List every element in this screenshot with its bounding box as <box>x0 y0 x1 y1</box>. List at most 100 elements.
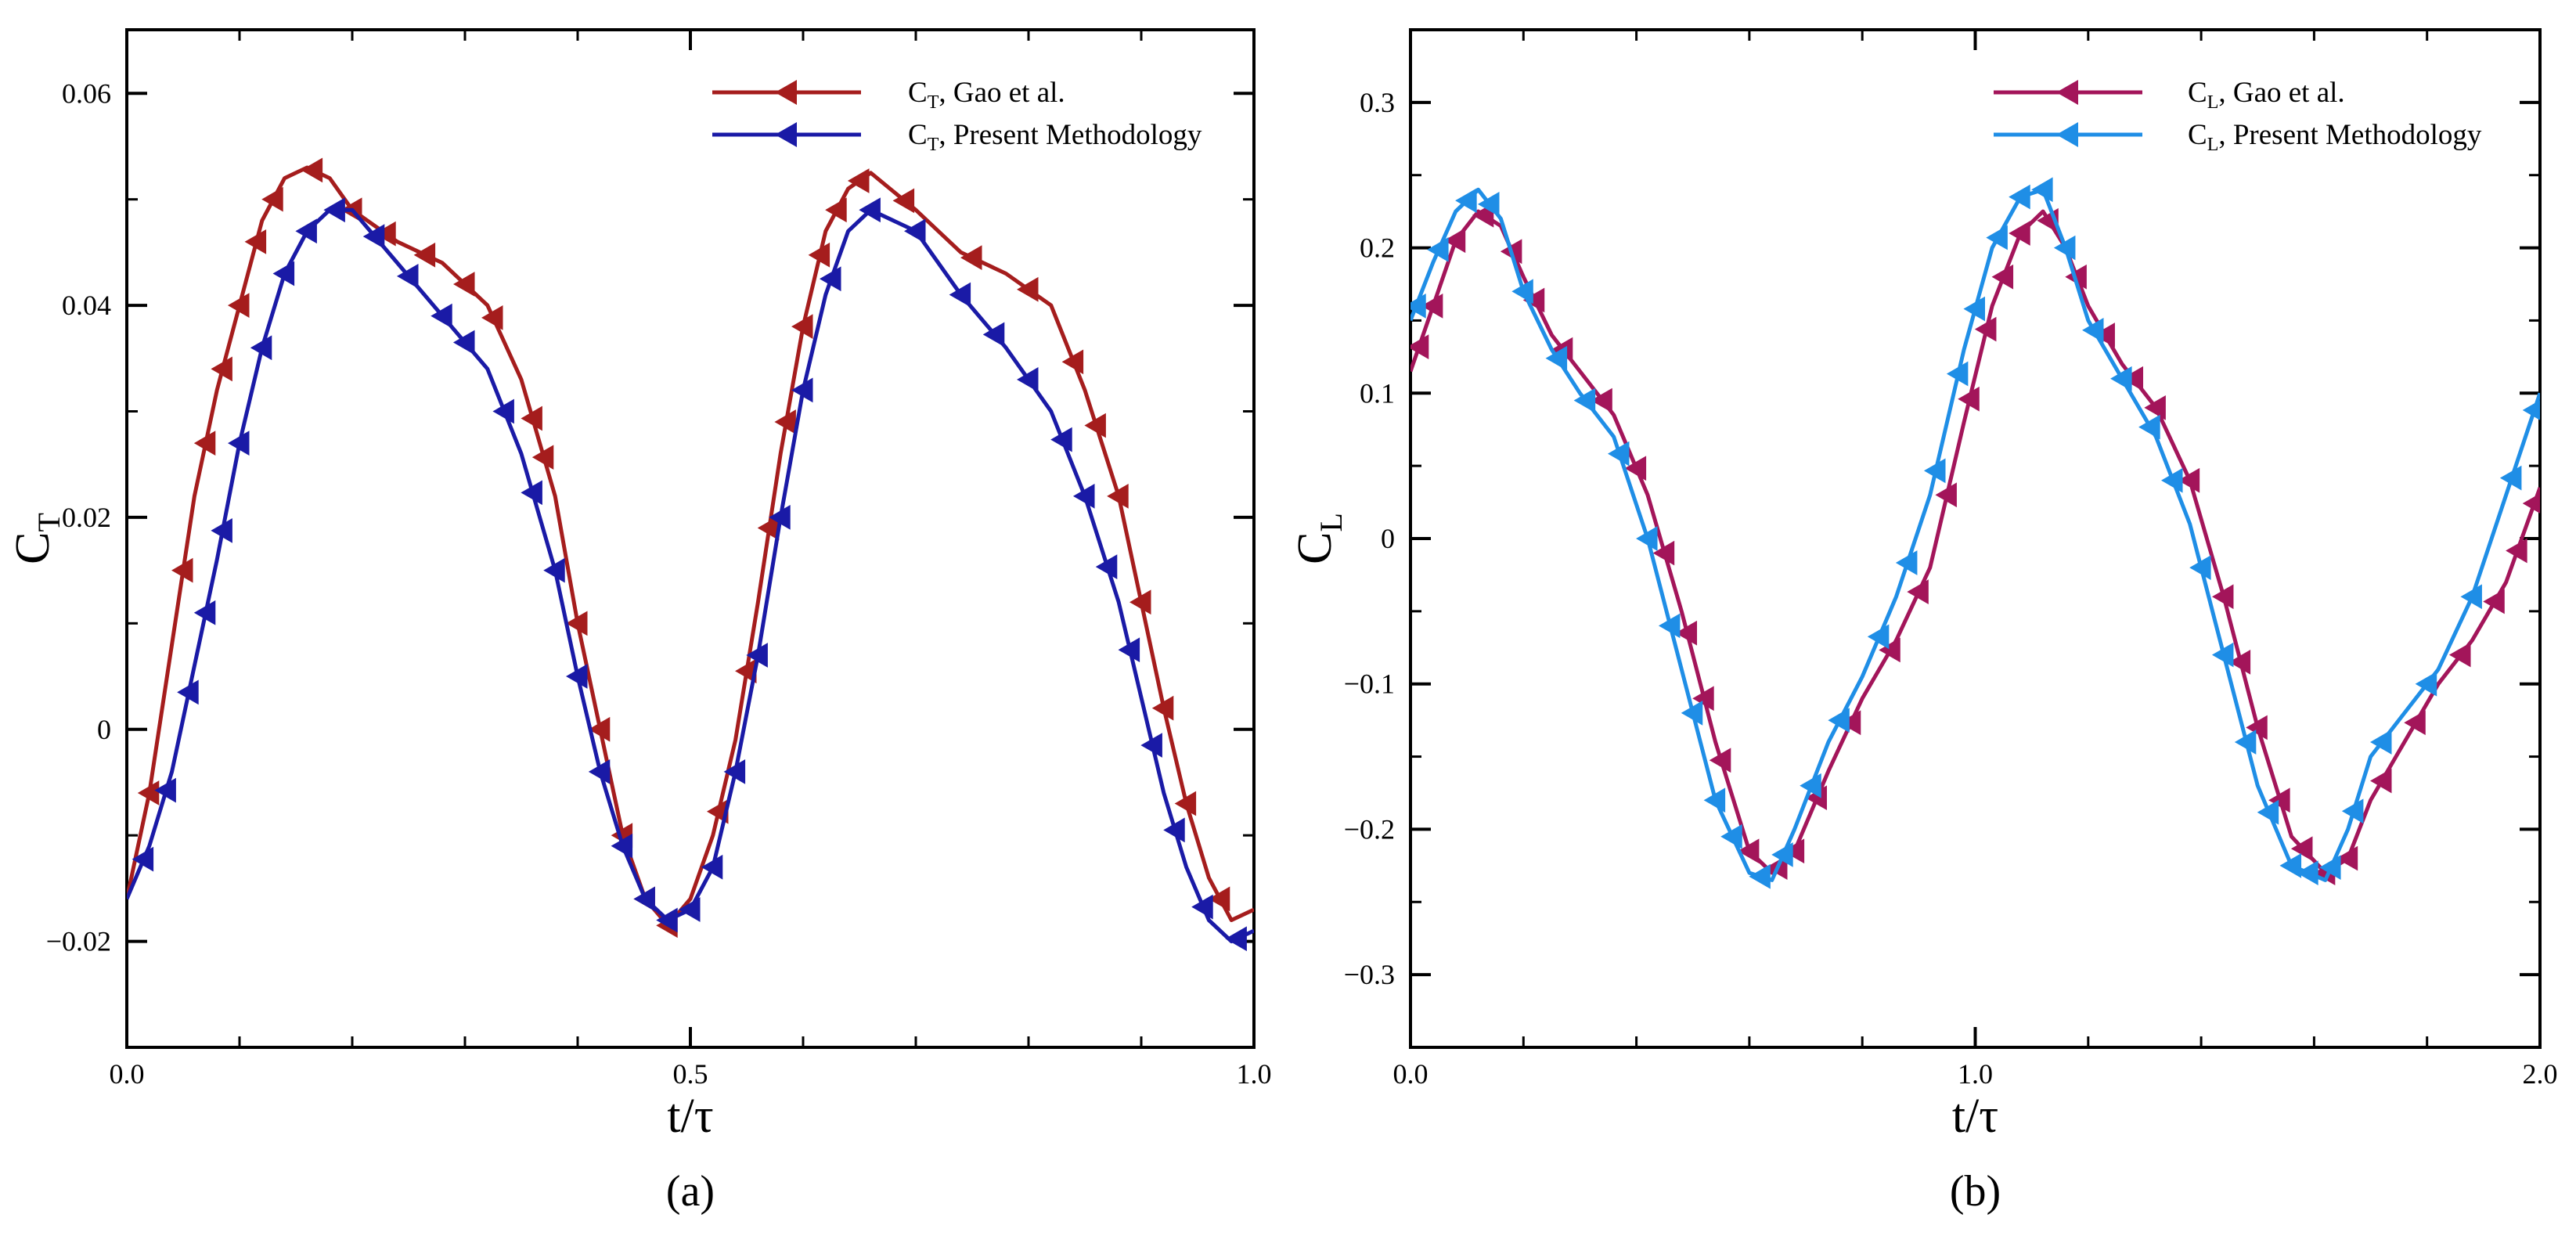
data-point <box>2319 855 2341 881</box>
data-point <box>1675 620 1698 646</box>
data-point <box>1771 842 1793 867</box>
data-point <box>2211 584 2234 610</box>
data-point <box>1410 293 1426 319</box>
data-point <box>2234 730 2257 755</box>
data-point <box>2415 671 2437 697</box>
data-point <box>492 398 514 424</box>
data-point <box>2369 768 2392 794</box>
legend-label: CT, Gao et al. <box>908 77 1065 113</box>
data-point <box>2460 584 2482 610</box>
data-point <box>1455 188 1477 214</box>
data-point <box>1991 264 2014 290</box>
data-point <box>769 505 791 530</box>
data-point <box>1720 823 1742 849</box>
data-point <box>1410 334 1429 359</box>
data-point <box>565 664 588 689</box>
data-point <box>374 221 396 247</box>
data-point <box>177 679 199 705</box>
legend-label: CT, Present Methodology <box>908 119 1202 155</box>
data-point <box>295 218 317 244</box>
data-point <box>362 224 385 249</box>
legend-label: CL, Present Methodology <box>2188 119 2482 155</box>
data-point <box>2228 649 2251 675</box>
data-point <box>746 643 768 668</box>
y-tick-label: −0.1 <box>1344 668 1395 700</box>
series-2 <box>1410 177 2540 889</box>
data-point <box>2009 221 2030 246</box>
data-point <box>1174 791 1197 816</box>
data-point <box>1709 748 1731 773</box>
data-point <box>1140 733 1162 758</box>
data-point <box>2031 177 2053 203</box>
data-point <box>1061 349 1084 375</box>
data-point <box>2161 467 2183 493</box>
y-tick-label: 0.04 <box>62 290 111 321</box>
data-point <box>701 854 723 880</box>
panel-label: (b) <box>1950 1167 2001 1216</box>
data-point <box>1072 483 1095 509</box>
data-point <box>211 356 232 382</box>
data-point <box>2297 860 2318 886</box>
data-point <box>1118 637 1140 663</box>
data-point <box>2522 400 2540 420</box>
legend-marker <box>2056 80 2078 105</box>
data-point <box>1749 863 1771 889</box>
data-point <box>2336 845 2358 871</box>
data-point <box>2279 852 2302 878</box>
y-tick-label: 0.06 <box>62 77 111 109</box>
data-point <box>323 197 345 223</box>
data-point <box>2082 317 2104 343</box>
data-point <box>1427 237 1449 262</box>
data-point <box>1692 686 1714 712</box>
data-point <box>2506 538 2527 564</box>
data-point <box>2290 836 2313 862</box>
data-point <box>543 557 565 583</box>
data-point <box>723 759 746 784</box>
series-line <box>127 165 1254 928</box>
data-point <box>1107 483 1129 509</box>
data-point <box>2138 414 2160 440</box>
data-point <box>611 833 633 859</box>
data-point <box>531 445 554 470</box>
y-tick-label: 0 <box>1381 523 1395 554</box>
data-point <box>791 314 813 340</box>
data-point <box>244 229 267 254</box>
data-point <box>1591 387 1612 413</box>
data-point <box>396 263 419 289</box>
data-point <box>2093 323 2115 348</box>
x-tick-label: 2.0 <box>2523 1058 2558 1090</box>
data-point <box>565 611 588 636</box>
data-point <box>588 759 611 784</box>
data-point <box>1191 894 1213 920</box>
data-point <box>2257 799 2279 825</box>
data-point <box>903 218 926 244</box>
data-point <box>2404 710 2426 736</box>
series-line <box>127 207 1254 944</box>
data-point <box>481 305 503 330</box>
data-point <box>1511 279 1533 304</box>
series-1 <box>127 157 1254 939</box>
y-axis-label: CL <box>1288 513 1349 564</box>
data-point <box>1545 345 1568 371</box>
data-point <box>1986 225 2008 250</box>
data-point <box>132 846 154 872</box>
data-point <box>1828 708 1850 733</box>
data-point <box>1624 456 1647 481</box>
data-point <box>859 197 881 223</box>
data-point <box>154 777 176 803</box>
data-point <box>2053 235 2076 261</box>
data-point <box>1895 550 1918 575</box>
data-point <box>250 335 272 361</box>
data-point <box>1652 540 1675 566</box>
data-point <box>2341 798 2364 824</box>
data-point <box>171 557 193 583</box>
data-point <box>1782 838 1805 864</box>
data-point <box>1478 191 1500 217</box>
data-point <box>1703 787 1726 813</box>
data-point <box>1163 817 1185 843</box>
data-point <box>1958 386 1980 412</box>
data-point <box>1935 482 1957 508</box>
data-point <box>892 188 915 214</box>
data-point <box>193 600 216 625</box>
y-axis-label: CT <box>6 513 67 564</box>
